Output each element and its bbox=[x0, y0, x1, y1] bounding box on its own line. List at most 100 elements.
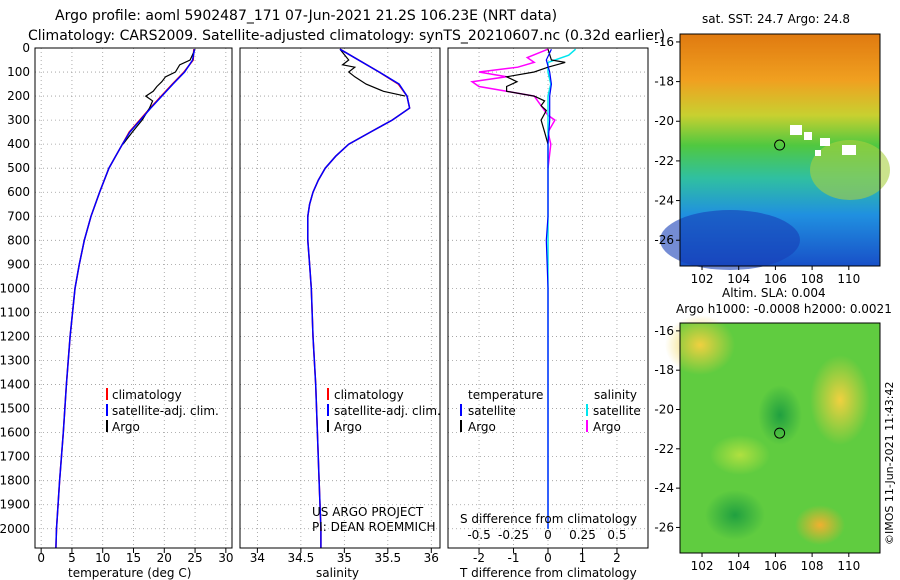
sla-high-patch bbox=[665, 315, 735, 375]
x-tick-label: 36 bbox=[424, 551, 439, 565]
s-tick-label: -0.5 bbox=[467, 528, 490, 542]
credit-text: ©IMOS 11-Jun-2021 11:43:42 bbox=[883, 381, 896, 545]
depth-tick-label: 600 bbox=[7, 185, 30, 199]
climatology-line bbox=[307, 48, 411, 548]
x-tick-label: 20 bbox=[157, 551, 172, 565]
temperature-axis-label: temperature (deg C) bbox=[68, 566, 191, 580]
plot-frame bbox=[239, 47, 441, 549]
sla-map-axes: 102 104 106 108 110 -16 -18 -20 -22 -24 -26 bbox=[654, 324, 860, 573]
difference-panel: -2 -1 0 1 2 -0.5 -0.25 0 0.25 0.5 bbox=[447, 47, 649, 565]
plot-frame bbox=[34, 47, 233, 549]
depth-tick-label: 200 bbox=[7, 89, 30, 103]
legend-climatology: climatology bbox=[334, 388, 404, 402]
legend-temp-satellite: satellite bbox=[468, 404, 516, 418]
x-tick-label: 15 bbox=[126, 551, 141, 565]
depth-tick-label: 100 bbox=[7, 65, 30, 79]
lon-tick-label: 110 bbox=[837, 559, 860, 573]
lon-tick-label: 108 bbox=[801, 559, 824, 573]
x-tick-label: -1 bbox=[508, 551, 520, 565]
temperature-legend: climatology satellite-adj. clim. Argo bbox=[106, 388, 219, 434]
depth-tick-label: 1600 bbox=[0, 426, 30, 440]
depth-tick-label: 2000 bbox=[0, 522, 30, 536]
lon-tick-label: 106 bbox=[764, 559, 787, 573]
sst-cloud-mask bbox=[842, 145, 856, 155]
s-tick-label: 0 bbox=[544, 528, 552, 542]
depth-axis: 0 100 200 300 400 500 600 700 800 900 1000 1100 1200… bbox=[0, 41, 30, 536]
temperature-panel: 0 5 10 15 20 25 30 bbox=[34, 47, 233, 565]
plot-frame bbox=[447, 47, 649, 549]
s-difference-axis-label: S difference from climatology bbox=[460, 512, 637, 526]
s-tick-label: 0.5 bbox=[607, 528, 626, 542]
lat-tick-label: -22 bbox=[654, 442, 674, 456]
sla-low-patch bbox=[758, 385, 802, 445]
difference-legend: temperature salinity satellite Argo sate… bbox=[460, 388, 641, 434]
lon-tick-label: 102 bbox=[691, 272, 714, 286]
lat-tick-label: -24 bbox=[654, 481, 674, 495]
depth-tick-label: 1700 bbox=[0, 450, 30, 464]
depth-tick-label: 300 bbox=[7, 113, 30, 127]
lon-tick-label: 108 bbox=[801, 272, 824, 286]
x-tick-label: 35.5 bbox=[374, 551, 401, 565]
figure-title-line1: Argo profile: aoml 5902487_171 07-Jun-20… bbox=[55, 8, 557, 24]
legend-salinity-title: salinity bbox=[594, 388, 637, 402]
lat-tick-label: -24 bbox=[654, 194, 674, 208]
depth-tick-label: 800 bbox=[7, 233, 30, 247]
depth-tick-label: 1400 bbox=[0, 378, 30, 392]
depth-tick-label: 1800 bbox=[0, 474, 30, 488]
depth-tick-label: 1000 bbox=[0, 281, 30, 295]
legend-satellite-adj: satellite-adj. clim. bbox=[112, 404, 219, 418]
depth-tick-label: 1900 bbox=[0, 498, 30, 512]
argo-line bbox=[122, 48, 196, 145]
lat-tick-label: -18 bbox=[654, 363, 674, 377]
legend-satellite-adj: satellite-adj. clim. bbox=[334, 404, 441, 418]
sst-cloud-mask bbox=[820, 138, 830, 146]
x-tick-label: 2 bbox=[613, 551, 621, 565]
pi-annotation: PI: DEAN ROEMMICH bbox=[312, 520, 435, 534]
legend-sal-satellite: satellite bbox=[593, 404, 641, 418]
sst-cloud-mask bbox=[815, 150, 821, 156]
depth-tick-label: 1500 bbox=[0, 402, 30, 416]
x-tick-label: 30 bbox=[218, 551, 233, 565]
x-tick-label: 1 bbox=[579, 551, 587, 565]
legend-temp-argo: Argo bbox=[468, 420, 496, 434]
lat-tick-label: -26 bbox=[654, 233, 674, 247]
lat-tick-label: -26 bbox=[654, 520, 674, 534]
lat-tick-label: -16 bbox=[654, 324, 674, 338]
legend-sal-argo: Argo bbox=[593, 420, 621, 434]
depth-tick-label: 900 bbox=[7, 257, 30, 271]
x-tick-label: 25 bbox=[187, 551, 202, 565]
legend-argo: Argo bbox=[334, 420, 362, 434]
salinity-panel: 34 34.5 35 35.5 36 bbox=[239, 47, 441, 565]
project-annotation: US ARGO PROJECT bbox=[312, 505, 424, 519]
depth-tick-label: 1100 bbox=[0, 305, 30, 319]
argo-float-marker bbox=[774, 139, 786, 151]
depth-tick-label: 400 bbox=[7, 137, 30, 151]
sla-low-patch bbox=[705, 490, 765, 540]
sst-warm-patch bbox=[810, 140, 890, 200]
lat-tick-label: -20 bbox=[654, 402, 674, 416]
climatology-line bbox=[55, 49, 195, 549]
t-difference-axis-label: T difference from climatology bbox=[459, 566, 637, 580]
sst-cool-patch bbox=[660, 210, 800, 270]
lon-tick-label: 104 bbox=[727, 559, 750, 573]
sla-high-patch bbox=[710, 435, 770, 475]
x-tick-label: 34 bbox=[250, 551, 265, 565]
lat-tick-label: -18 bbox=[654, 75, 674, 89]
sst-cloud-mask bbox=[804, 132, 812, 140]
sla-high-patch bbox=[795, 505, 845, 545]
x-tick-label: 0 bbox=[544, 551, 552, 565]
depth-tick-label: 500 bbox=[7, 161, 30, 175]
legend-temperature-title: temperature bbox=[468, 388, 543, 402]
salinity-axis-label: salinity bbox=[316, 566, 359, 580]
sst-cloud-mask bbox=[790, 125, 802, 135]
depth-tick-label: 1300 bbox=[0, 354, 30, 368]
s-tick-label: -0.25 bbox=[498, 528, 529, 542]
sla-high-patch bbox=[810, 355, 870, 445]
lat-tick-label: -20 bbox=[654, 114, 674, 128]
x-tick-label: 10 bbox=[95, 551, 110, 565]
figure-title-line2: Climatology: CARS2009. Satellite-adjuste… bbox=[28, 28, 665, 44]
x-tick-label: 35 bbox=[337, 551, 352, 565]
argo-line bbox=[339, 48, 406, 97]
depth-tick-label: 1200 bbox=[0, 329, 30, 343]
